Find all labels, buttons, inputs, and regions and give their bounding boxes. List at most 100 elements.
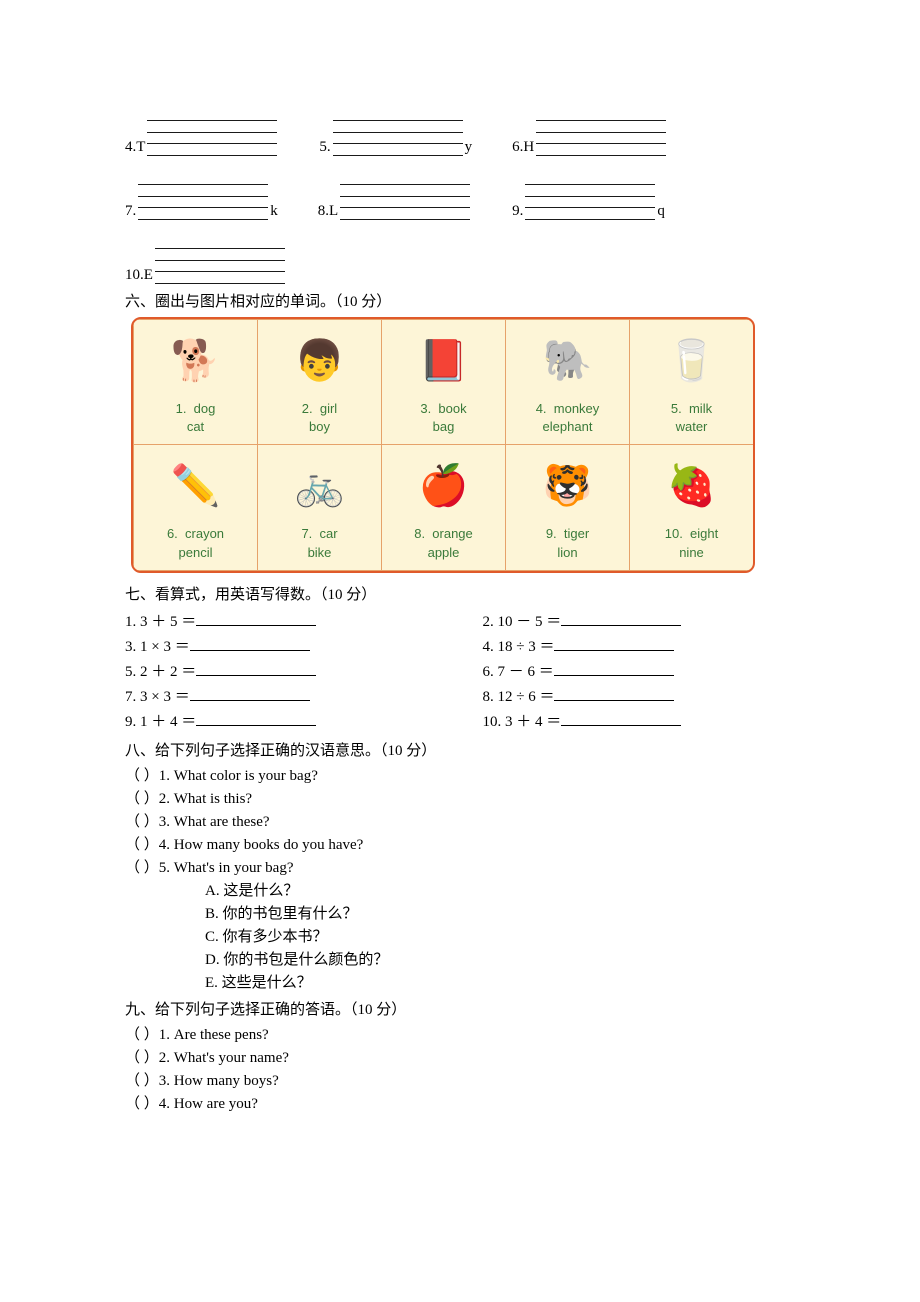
answer-blank[interactable]: [196, 710, 316, 726]
writing-item-8: 8. L: [318, 184, 472, 220]
picture-icon: 👦: [258, 320, 381, 396]
writing-lines[interactable]: [536, 120, 666, 156]
math-question: 7. 3 × 3 ＝: [125, 685, 453, 706]
picture-cell: 👦2. girlboy: [258, 320, 382, 445]
writing-row-2: 7. k 8. L 9. q: [125, 184, 810, 220]
writing-item-10: 10. E: [125, 248, 287, 284]
math-question: 3. 1 × 3 ＝: [125, 635, 453, 656]
writing-post: q: [657, 203, 665, 220]
writing-num: 8.: [318, 203, 329, 220]
answer-blank[interactable]: [561, 610, 681, 626]
answer-blank[interactable]: [554, 685, 674, 701]
translation-choice: D. 你的书包是什么颜色的？: [205, 948, 810, 969]
picture-cell: 🐕1. dogcat: [134, 320, 258, 445]
writing-item-9: 9. q: [512, 184, 665, 220]
math-question: 9. 1 ＋ 4 ＝: [125, 710, 453, 731]
picture-labels[interactable]: 3. bookbag: [382, 396, 505, 444]
math-question: 1. 3 ＋ 5 ＝: [125, 610, 453, 631]
writing-post: k: [270, 203, 278, 220]
picture-cell: 🍎8. orangeapple: [382, 445, 506, 570]
math-grid: 1. 3 ＋ 5 ＝ 2. 10 － 5 ＝ 3. 1 × 3 ＝ 4. 18 ÷ 3…: [125, 608, 810, 733]
answer-blank[interactable]: [561, 710, 681, 726]
picture-icon: 🍓: [630, 445, 753, 521]
picture-labels[interactable]: 10. eightnine: [630, 521, 753, 569]
picture-labels[interactable]: 9. tigerlion: [506, 521, 629, 569]
writing-item-6: 6. H: [512, 120, 668, 156]
picture-word-table: 🐕1. dogcat👦2. girlboy📕3. bookbag🐘4. monk…: [131, 317, 755, 573]
section9-questions: （ ）1. Are these pens?（ ）2. What's your n…: [125, 1023, 810, 1113]
writing-row-1: 4. T 5. y 6. H: [125, 120, 810, 156]
section8-title: 八、给下列句子选择正确的汉语意思。（10 分）: [125, 739, 810, 760]
writing-pre: T: [136, 139, 145, 156]
writing-lines[interactable]: [138, 184, 268, 220]
writing-lines[interactable]: [340, 184, 470, 220]
translation-question[interactable]: （ ）1. What color is your bag?: [125, 764, 810, 785]
section8-questions: （ ）1. What color is your bag?（ ）2. What …: [125, 764, 810, 877]
response-question[interactable]: （ ）2. What's your name?: [125, 1046, 810, 1067]
picture-icon: 🐯: [506, 445, 629, 521]
writing-row-3: 10. E: [125, 248, 810, 284]
translation-choice: E. 这些是什么？: [205, 971, 810, 992]
translation-question[interactable]: （ ）5. What's in your bag?: [125, 856, 810, 877]
writing-num: 4.: [125, 139, 136, 156]
translation-question[interactable]: （ ）4. How many books do you have?: [125, 833, 810, 854]
picture-labels[interactable]: 7. carbike: [258, 521, 381, 569]
picture-labels[interactable]: 1. dogcat: [134, 396, 257, 444]
response-question[interactable]: （ ）4. How are you?: [125, 1092, 810, 1113]
section7-title: 七、看算式，用英语写得数。（10 分）: [125, 583, 810, 604]
picture-icon: 📕: [382, 320, 505, 396]
picture-labels[interactable]: 8. orangeapple: [382, 521, 505, 569]
writing-lines[interactable]: [525, 184, 655, 220]
response-question[interactable]: （ ）3. How many boys?: [125, 1069, 810, 1090]
translation-choice: C. 你有多少本书？: [205, 925, 810, 946]
picture-cell: 🍓10. eightnine: [630, 445, 754, 570]
section8-choices: A. 这是什么？B. 你的书包里有什么？C. 你有多少本书？D. 你的书包是什么…: [125, 879, 810, 992]
math-question: 4. 18 ÷ 3 ＝: [483, 635, 811, 656]
math-question: 6. 7 － 6 ＝: [483, 660, 811, 681]
picture-labels[interactable]: 4. monkeyelephant: [506, 396, 629, 444]
picture-cell: 🐯9. tigerlion: [506, 445, 630, 570]
picture-cell: 🐘4. monkeyelephant: [506, 320, 630, 445]
answer-blank[interactable]: [190, 685, 310, 701]
math-question: 2. 10 － 5 ＝: [483, 610, 811, 631]
picture-icon: 🚲: [258, 445, 381, 521]
answer-blank[interactable]: [554, 635, 674, 651]
writing-lines[interactable]: [333, 120, 463, 156]
picture-icon: ✏️: [134, 445, 257, 521]
writing-pre: H: [523, 139, 534, 156]
translation-choice: B. 你的书包里有什么？: [205, 902, 810, 923]
writing-num: 5.: [319, 139, 330, 156]
writing-post: y: [465, 139, 473, 156]
response-question[interactable]: （ ）1. Are these pens?: [125, 1023, 810, 1044]
translation-choice: A. 这是什么？: [205, 879, 810, 900]
writing-pre: L: [329, 203, 338, 220]
writing-num: 10.: [125, 267, 144, 284]
picture-labels[interactable]: 5. milkwater: [630, 396, 753, 444]
writing-num: 7.: [125, 203, 136, 220]
picture-labels[interactable]: 6. crayonpencil: [134, 521, 257, 569]
math-question: 8. 12 ÷ 6 ＝: [483, 685, 811, 706]
worksheet-page: 4. T 5. y 6. H 7. k 8. L: [0, 0, 920, 1155]
picture-icon: 🥛: [630, 320, 753, 396]
answer-blank[interactable]: [196, 660, 316, 676]
picture-icon: 🐘: [506, 320, 629, 396]
answer-blank[interactable]: [554, 660, 674, 676]
translation-question[interactable]: （ ）2. What is this?: [125, 787, 810, 808]
picture-cell: 🥛5. milkwater: [630, 320, 754, 445]
writing-num: 6.: [512, 139, 523, 156]
answer-blank[interactable]: [190, 635, 310, 651]
section9-title: 九、给下列句子选择正确的答语。（10 分）: [125, 998, 810, 1019]
math-question: 5. 2 ＋ 2 ＝: [125, 660, 453, 681]
writing-lines[interactable]: [155, 248, 285, 284]
writing-item-4: 4. T: [125, 120, 279, 156]
picture-cell: ✏️6. crayonpencil: [134, 445, 258, 570]
writing-lines[interactable]: [147, 120, 277, 156]
answer-blank[interactable]: [196, 610, 316, 626]
picture-cell: 🚲7. carbike: [258, 445, 382, 570]
writing-num: 9.: [512, 203, 523, 220]
math-question: 10. 3 ＋ 4 ＝: [483, 710, 811, 731]
picture-cell: 📕3. bookbag: [382, 320, 506, 445]
picture-labels[interactable]: 2. girlboy: [258, 396, 381, 444]
translation-question[interactable]: （ ）3. What are these?: [125, 810, 810, 831]
picture-icon: 🍎: [382, 445, 505, 521]
